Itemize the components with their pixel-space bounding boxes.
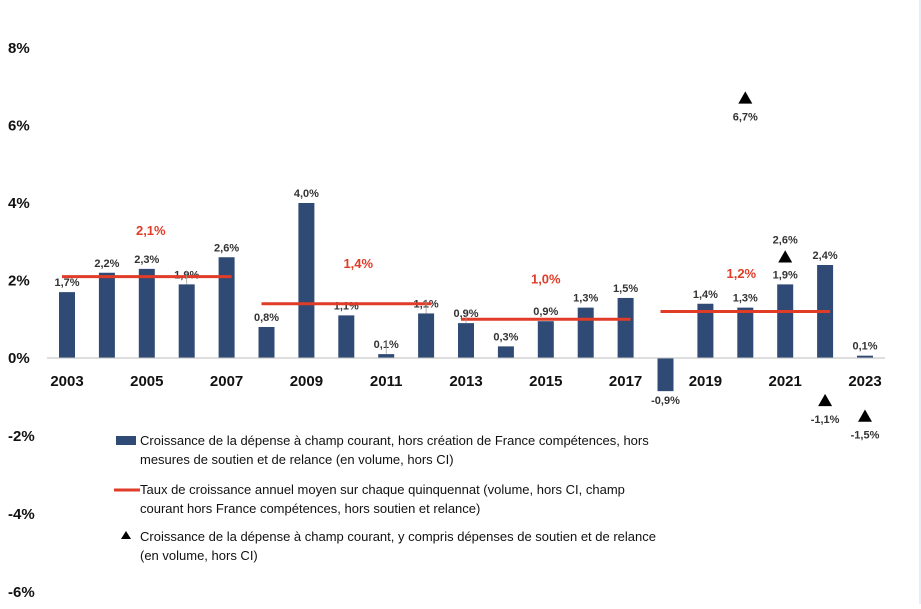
x-tick-label: 2009: [290, 373, 323, 390]
average-label: 1,4%: [343, 256, 373, 271]
x-tick-label: 2023: [848, 373, 881, 390]
y-tick-label: -2%: [8, 428, 35, 445]
bar: [697, 303, 714, 358]
bar: [497, 346, 514, 358]
y-tick-label: 2%: [8, 273, 30, 290]
average-label: 1,2%: [726, 266, 756, 281]
marker-triangle: [738, 91, 753, 104]
bar: [857, 355, 873, 358]
x-tick-label: 2011: [370, 373, 403, 390]
x-tick-label: 2017: [609, 373, 642, 390]
bar: [338, 315, 355, 358]
average-label: 2,1%: [136, 223, 166, 238]
marker-label: 6,7%: [733, 111, 758, 123]
x-tick-label: 2019: [689, 373, 722, 390]
bar-data-label: 2,2%: [94, 258, 119, 270]
marker-label: -1,5%: [851, 430, 880, 442]
legend-triangle-swatch: [121, 531, 131, 539]
legend: Croissance de la dépense à champ courant…: [114, 433, 656, 563]
bars-series: 1,7%2,2%2,3%1,9%2,6%0,8%4,0%1,1%0,1%1,1%…: [54, 188, 877, 407]
y-axis: -6% -4% -2% 0% 2% 4% 6% 8%: [8, 40, 35, 601]
bar-data-label: 4,0%: [294, 188, 319, 200]
bar: [777, 284, 794, 358]
bar: [737, 307, 754, 358]
bar-data-label: 2,4%: [813, 250, 838, 262]
y-tick-label: -6%: [8, 584, 35, 601]
bar: [258, 327, 275, 358]
x-tick-label: 2021: [769, 373, 802, 390]
bar: [59, 292, 75, 358]
bar: [577, 307, 594, 358]
bar: [418, 313, 435, 358]
bar: [657, 358, 674, 392]
right-frame-edge: [919, 0, 921, 604]
marker-series: 6,7% 2,6% -1,1% -1,5%: [733, 91, 880, 442]
y-tick-label: -4%: [8, 506, 35, 523]
average-series: 2,1% 1,4% 1,0% 1,2%: [62, 223, 831, 355]
y-tick-label: 4%: [8, 195, 30, 212]
legend-label: Taux de croissance annuel moyen sur chaq…: [140, 482, 625, 516]
legend-label: Croissance de la dépense à champ courant…: [140, 529, 656, 563]
x-tick-label: 2013: [449, 373, 482, 390]
x-axis: 2003 2005 2007 2009 2011 2013 2015 2017 2019 2021…: [50, 373, 881, 390]
marker-triangle: [818, 393, 833, 407]
bar: [218, 257, 235, 358]
bar-data-label: 1,9%: [773, 269, 798, 281]
bar-data-label: 2,6%: [214, 242, 239, 254]
bar-data-label: 0,9%: [533, 306, 558, 318]
legend-bar-swatch: [116, 436, 136, 445]
bar-data-label: 1,5%: [613, 283, 638, 295]
bar-data-label: 0,8%: [254, 312, 279, 324]
x-tick-label: 2015: [529, 373, 562, 390]
marker-label: 2,6%: [773, 234, 798, 246]
y-tick-label: 8%: [8, 40, 30, 57]
bar: [537, 321, 554, 358]
marker-triangle: [778, 250, 793, 263]
bar-data-label: 1,7%: [54, 277, 79, 289]
bar: [617, 297, 634, 358]
x-tick-label: 2005: [130, 373, 163, 390]
bar-data-label: 1,4%: [693, 289, 718, 301]
x-tick-label: 2003: [50, 373, 83, 390]
bar-data-label: 1,1%: [334, 300, 359, 312]
marker-triangle: [858, 409, 872, 422]
marker-label: -1,1%: [811, 414, 840, 426]
bar-data-label: 1,3%: [573, 293, 598, 305]
bar: [138, 268, 155, 358]
legend-label: Croissance de la dépense à champ courant…: [140, 433, 649, 467]
bar: [298, 203, 315, 358]
bar: [98, 272, 115, 358]
y-tick-label: 0%: [8, 350, 30, 367]
bar-data-label: 0,1%: [852, 341, 877, 353]
bar: [178, 284, 195, 358]
x-tick-label: 2007: [210, 373, 243, 390]
bar-data-label: 1,3%: [733, 293, 758, 305]
bar: [378, 354, 395, 358]
bar-data-label: -0,9%: [651, 395, 680, 407]
bar: [458, 323, 474, 358]
average-label: 1,0%: [531, 272, 561, 287]
bar-data-label: 0,3%: [493, 331, 518, 343]
bar-data-label: 2,3%: [134, 254, 159, 266]
y-tick-label: 6%: [8, 118, 30, 135]
